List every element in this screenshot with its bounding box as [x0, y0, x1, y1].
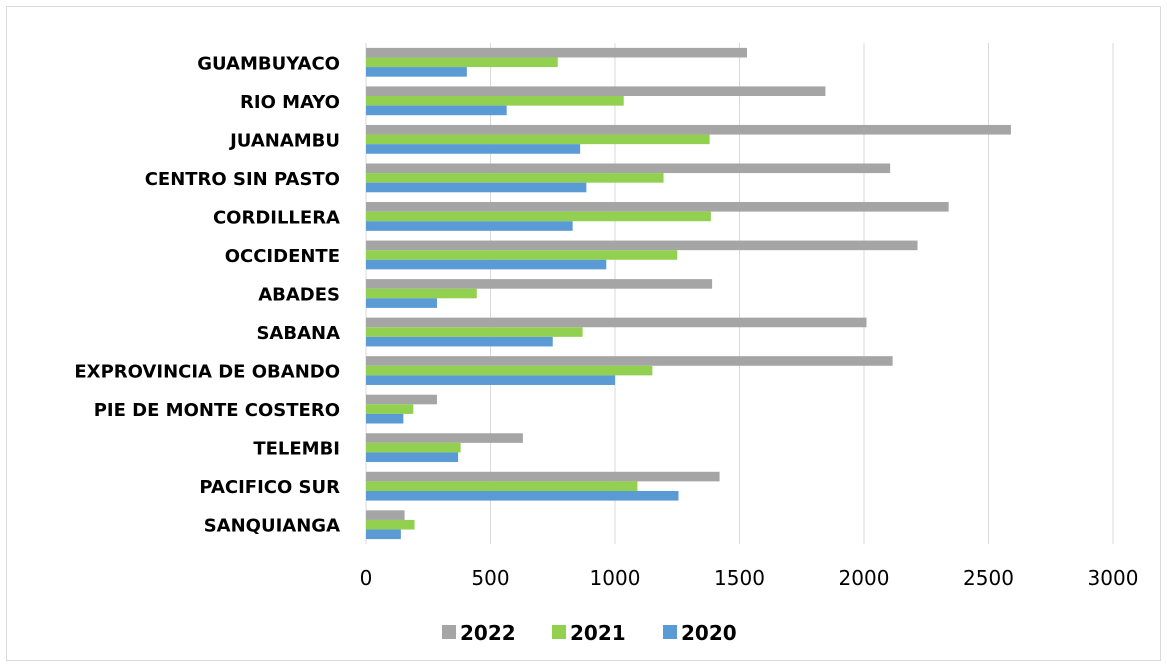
- bar-2021: [366, 288, 477, 299]
- legend-swatch-2021: [552, 625, 566, 639]
- bar-2022: [366, 471, 720, 482]
- bar-2021: [366, 442, 461, 453]
- legend-swatch-2020: [663, 625, 677, 639]
- bar-2021: [366, 519, 415, 530]
- bar-2020: [366, 182, 587, 193]
- x-tick-label: 0: [360, 566, 373, 590]
- bar-2020: [366, 529, 401, 540]
- category-label: SANQUIANGA: [204, 516, 340, 537]
- x-tick-label: 2500: [963, 566, 1014, 590]
- legend-swatch-2022: [442, 625, 456, 639]
- category-label: EXPROVINCIA DE OBANDO: [74, 362, 340, 383]
- bar-2020: [366, 413, 404, 424]
- legend-label: 2021: [570, 621, 626, 645]
- bar-2020: [366, 490, 679, 501]
- bar-2022: [366, 433, 523, 443]
- bar-2021: [366, 173, 664, 183]
- category-label: PIE DE MONTE COSTERO: [94, 400, 340, 421]
- category-label: GUAMBUYACO: [197, 53, 340, 74]
- bar-2020: [366, 298, 437, 308]
- legend-label: 2020: [681, 621, 737, 645]
- bar-2022: [366, 163, 891, 174]
- category-label: RIO MAYO: [240, 92, 340, 113]
- bar-2022: [366, 124, 1011, 135]
- category-label: PACIFICO SUR: [199, 477, 340, 498]
- bar-2020: [366, 375, 615, 385]
- x-tick-label: 1000: [590, 566, 641, 590]
- bar-2020: [366, 67, 467, 77]
- x-tick-label: 2000: [839, 566, 890, 590]
- bar-2020: [366, 221, 573, 231]
- category-label: CENTRO SIN PASTO: [145, 169, 340, 190]
- legend: 2022 2021 2020: [442, 621, 737, 645]
- category-label: CORDILLERA: [213, 207, 340, 228]
- bar-2022: [366, 356, 893, 366]
- bar-2021: [366, 365, 653, 376]
- category-label: TELEMBI: [253, 439, 340, 460]
- category-label: ABADES: [258, 285, 340, 306]
- bar-2022: [366, 317, 867, 328]
- bar-2022: [366, 240, 918, 251]
- bar-2022: [366, 86, 826, 97]
- x-tick-label: 1500: [714, 566, 765, 590]
- category-label: JUANAMBU: [228, 130, 340, 151]
- bar-2021: [366, 57, 558, 68]
- bar-2021: [366, 211, 711, 222]
- bar-2022: [366, 47, 747, 58]
- bar-2022: [366, 510, 405, 520]
- x-tick-label: 500: [471, 566, 509, 590]
- bar-2021: [366, 134, 710, 145]
- category-labels: GUAMBUYACO RIO MAYO JUANAMBU CENTRO SIN PAS…: [74, 53, 340, 536]
- bar-2020: [366, 336, 553, 347]
- bar-2020: [366, 105, 507, 116]
- bar-2022: [366, 394, 437, 405]
- bar-2021: [366, 327, 583, 337]
- bar-2021: [366, 250, 678, 260]
- x-tick-label: 3000: [1088, 566, 1139, 590]
- bar-2021: [366, 481, 638, 491]
- gridlines: [365, 43, 1114, 544]
- chart-frame: [6, 6, 1161, 661]
- bar-2022: [366, 202, 949, 212]
- category-label: OCCIDENTE: [225, 246, 340, 267]
- bar-2020: [366, 452, 459, 463]
- bar-2021: [366, 404, 414, 414]
- bars: [366, 47, 1011, 540]
- legend-label: 2022: [460, 621, 516, 645]
- category-label: SABANA: [256, 323, 340, 344]
- bar-2021: [366, 96, 624, 106]
- bar-2020: [366, 144, 581, 154]
- bar-2020: [366, 259, 607, 270]
- bar-2022: [366, 279, 713, 289]
- x-tick-labels: 0 500 1000 1500 2000 2500 3000: [360, 566, 1139, 590]
